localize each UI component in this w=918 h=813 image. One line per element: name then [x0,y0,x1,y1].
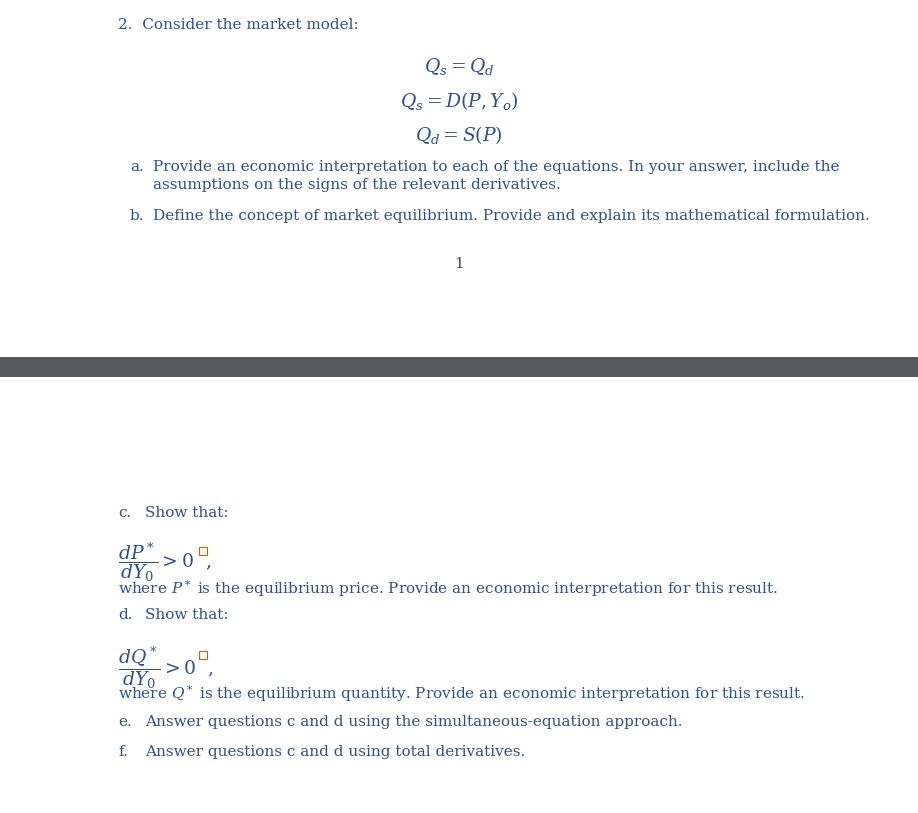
Text: e.: e. [118,715,132,729]
Text: 2.  Consider the market model:: 2. Consider the market model: [118,18,359,32]
Text: $\dfrac{dP^*}{dY_0} > 0$  ,: $\dfrac{dP^*}{dY_0} > 0$ , [118,541,211,585]
Text: f.: f. [118,745,128,759]
Text: Answer questions c and d using total derivatives.: Answer questions c and d using total der… [145,745,525,759]
Bar [199,547,207,555]
Text: d.: d. [118,608,132,622]
Text: Define the concept of market equilibrium. Provide and explain its mathematical f: Define the concept of market equilibrium… [153,209,869,223]
FancyBboxPatch shape [0,357,918,377]
Bar [199,651,207,659]
Text: Show that:: Show that: [145,506,229,520]
Text: assumptions on the signs of the relevant derivatives.: assumptions on the signs of the relevant… [153,178,561,192]
Text: Answer questions c and d using the simultaneous-equation approach.: Answer questions c and d using the simul… [145,715,682,729]
Text: $Q_s = D(P, Y_o)$: $Q_s = D(P, Y_o)$ [399,90,519,112]
Text: where $\boldsymbol{Q^*}$ is the equilibrium quantity. Provide an economic interp: where $\boldsymbol{Q^*}$ is the equilibr… [118,683,805,704]
Text: Provide an economic interpretation to each of the equations. In your answer, inc: Provide an economic interpretation to ea… [153,160,839,174]
Text: $Q_d = S(P)$: $Q_d = S(P)$ [415,124,503,146]
Text: b.: b. [130,209,144,223]
Text: 1: 1 [454,257,464,271]
Text: c.: c. [118,506,131,520]
Text: $Q_s = Q_d$: $Q_s = Q_d$ [424,56,494,77]
Text: Show that:: Show that: [145,608,229,622]
Text: a.: a. [130,160,144,174]
Text: where $\boldsymbol{P^*}$ is the equilibrium price. Provide an economic interpret: where $\boldsymbol{P^*}$ is the equilibr… [118,578,778,599]
Text: $\dfrac{dQ^*}{dY_0} > 0$  ,: $\dfrac{dQ^*}{dY_0} > 0$ , [118,645,214,692]
